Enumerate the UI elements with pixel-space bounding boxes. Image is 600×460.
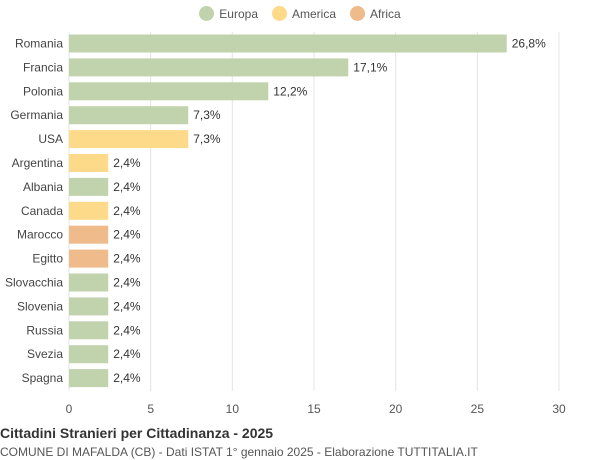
legend-label-america: America bbox=[292, 6, 337, 21]
value-label-romania: 26,8% bbox=[512, 37, 546, 51]
category-label-slovacchia: Slovacchia bbox=[5, 276, 63, 290]
value-label-usa: 7,3% bbox=[193, 132, 221, 146]
bar-canada bbox=[69, 201, 109, 220]
x-tick-label-20: 20 bbox=[389, 402, 403, 416]
category-label-usa: USA bbox=[38, 132, 63, 146]
legend-item-europa: Europa bbox=[199, 6, 258, 21]
bar-albania bbox=[69, 177, 109, 196]
value-label-canada: 2,4% bbox=[113, 204, 141, 218]
category-label-slovenia: Slovenia bbox=[17, 299, 63, 313]
chart-title: Cittadini Stranieri per Cittadinanza - 2… bbox=[0, 425, 274, 441]
value-label-albania: 2,4% bbox=[113, 180, 141, 194]
chart-subtitle: COMUNE DI MAFALDA (CB) - Dati ISTAT 1° g… bbox=[0, 445, 478, 459]
x-tick-label-25: 25 bbox=[471, 402, 485, 416]
bar-marocco bbox=[69, 225, 109, 244]
value-label-russia: 2,4% bbox=[113, 323, 141, 337]
category-label-russia: Russia bbox=[26, 323, 63, 337]
x-tick-label-0: 0 bbox=[66, 402, 73, 416]
category-label-polonia: Polonia bbox=[23, 84, 63, 98]
value-label-slovenia: 2,4% bbox=[113, 299, 141, 313]
x-tick-label-10: 10 bbox=[226, 402, 240, 416]
value-label-svezia: 2,4% bbox=[113, 347, 141, 361]
bar-russia bbox=[69, 321, 109, 340]
bar-slovenia bbox=[69, 297, 109, 316]
legend-swatch-europa bbox=[199, 6, 215, 21]
x-tick-label-15: 15 bbox=[307, 402, 321, 416]
value-label-marocco: 2,4% bbox=[113, 228, 141, 242]
x-tick-label-30: 30 bbox=[552, 402, 566, 416]
category-label-albania: Albania bbox=[23, 180, 63, 194]
legend-item-africa: Africa bbox=[350, 6, 401, 21]
bar-egitto bbox=[69, 249, 109, 268]
category-label-germania: Germania bbox=[10, 108, 63, 122]
value-label-egitto: 2,4% bbox=[113, 252, 141, 266]
value-label-spagna: 2,4% bbox=[113, 371, 141, 385]
bar-chart: 0 5 10 15 20 25 30 Romania 26,8% Francia 17,1% Polo… bbox=[5, 32, 566, 416]
legend-item-america: America bbox=[272, 6, 336, 21]
legend-label-europa: Europa bbox=[219, 6, 258, 21]
category-label-marocco: Marocco bbox=[17, 228, 63, 242]
category-label-egitto: Egitto bbox=[32, 252, 63, 266]
category-label-francia: Francia bbox=[23, 60, 63, 74]
bar-usa bbox=[69, 130, 189, 149]
legend-swatch-africa bbox=[350, 6, 366, 21]
category-label-spagna: Spagna bbox=[22, 371, 64, 385]
value-label-argentina: 2,4% bbox=[113, 156, 141, 170]
bar-spagna bbox=[69, 369, 109, 388]
legend-swatch-america bbox=[272, 6, 287, 21]
bar-francia bbox=[69, 58, 349, 77]
value-label-polonia: 12,2% bbox=[273, 84, 307, 98]
x-tick-label-5: 5 bbox=[147, 402, 154, 416]
value-label-germania: 7,3% bbox=[193, 108, 221, 122]
bar-germania bbox=[69, 106, 189, 125]
bar-svezia bbox=[69, 345, 109, 364]
bar-slovacchia bbox=[69, 273, 109, 292]
bar-argentina bbox=[69, 154, 109, 172]
category-label-canada: Canada bbox=[21, 204, 63, 218]
category-label-argentina: Argentina bbox=[12, 156, 64, 170]
legend-label-africa: Africa bbox=[370, 6, 401, 21]
value-label-slovacchia: 2,4% bbox=[113, 276, 141, 290]
category-label-svezia: Svezia bbox=[27, 347, 63, 361]
bar-polonia bbox=[69, 82, 269, 101]
category-label-romania: Romania bbox=[15, 37, 63, 51]
bar-romania bbox=[69, 34, 507, 53]
value-label-francia: 17,1% bbox=[353, 60, 387, 74]
legend: Europa America Africa bbox=[0, 6, 600, 21]
